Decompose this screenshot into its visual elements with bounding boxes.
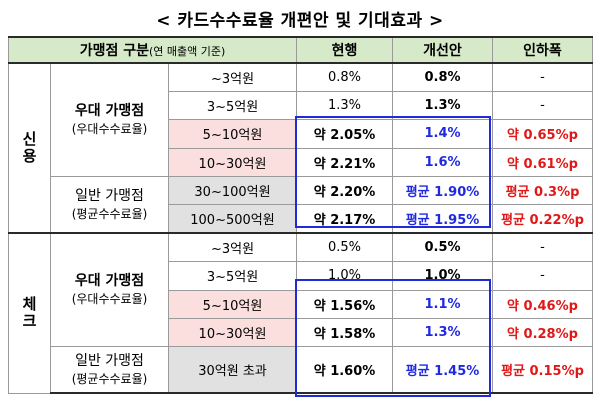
range-cell: 30억원 초과 [168, 346, 297, 395]
proposed-cell: 0.8% [392, 62, 493, 92]
reduction-cell: 약 0.28%p [492, 317, 593, 348]
header-proposed: 개선안 [392, 36, 493, 64]
header-group-note: (연 매출액 기준) [148, 45, 226, 58]
proposed-cell: 평균 1.95% [392, 204, 493, 234]
table-row: 신용 우대 가맹점 (우대수수료율) ~3억원 0.8% 0.8% - [8, 62, 593, 234]
range-cell: 30~100억원 [168, 175, 297, 206]
table-row: 10~30억원 약 1.58% 1.3% 약 0.28%p [9, 317, 593, 348]
table-row: 체크 우대 가맹점 (우대수수료율) ~3억원 0.5% 0.5% - [8, 232, 593, 394]
proposed-cell: 평균 1.45% [392, 346, 493, 395]
group-check-preferred: 우대 가맹점 (우대수수료율) [50, 232, 169, 348]
proposed-cell: 1.0% [392, 261, 493, 291]
group-credit-preferred: 우대 가맹점 (우대수수료율) [50, 62, 169, 177]
current-cell: 0.5% [296, 232, 393, 263]
reduction-cell: - [492, 232, 593, 263]
reduction-cell: 약 0.61%p [492, 147, 593, 178]
group-sub: (평균수수료율) [71, 206, 148, 221]
table-row: 일반 가맹점 (평균수수료율) 30억원 초과 약 1.60% 평균 1.45%… [9, 346, 593, 395]
current-cell: 1.0% [296, 261, 393, 291]
group-label: 일반 가맹점 [75, 352, 144, 369]
reduction-cell: - [492, 261, 593, 291]
table-row: 5~10억원 약 2.05% 1.4% 약 0.65%p [9, 119, 593, 149]
category-credit: 신용 [8, 62, 51, 234]
table-row: 3~5억원 1.0% 1.0% - [9, 261, 593, 291]
current-cell: 1.3% [296, 90, 393, 121]
range-cell: 10~30억원 [168, 147, 297, 178]
current-cell: 약 1.58% [296, 317, 393, 348]
current-cell: 약 1.60% [296, 346, 393, 395]
group-label: 우대 가맹점 [74, 273, 145, 290]
proposed-cell: 1.3% [392, 317, 493, 348]
range-cell: 5~10억원 [168, 289, 297, 319]
table-row: 100~500억원 약 2.17% 평균 1.95% 평균 0.22%p [9, 204, 593, 234]
current-cell: 약 2.20% [296, 175, 393, 206]
header-reduction: 인하폭 [492, 36, 593, 64]
group-label: 일반 가맹점 [75, 187, 144, 204]
proposed-cell: 1.3% [392, 90, 493, 121]
table-row: 일반 가맹점 (평균수수료율) 30~100억원 약 2.20% 평균 1.90… [9, 175, 593, 234]
group-check-general: 일반 가맹점 (평균수수료율) [50, 346, 169, 395]
group-sub: (우대수수료율) [71, 292, 148, 307]
range-cell: 5~10억원 [168, 119, 297, 149]
group-credit-general: 일반 가맹점 (평균수수료율) [50, 176, 169, 234]
reduction-cell: 평균 0.15%p [492, 346, 593, 395]
category-credit-label: 신용 [22, 130, 37, 166]
group-label: 우대 가맹점 [74, 103, 145, 119]
table-row: 3~5억원 1.3% 1.3% - [9, 90, 593, 121]
range-cell: 3~5억원 [168, 90, 297, 121]
group-sub: (우대수수료율) [71, 122, 148, 136]
page-title: < 카드수수료율 개편안 및 기대효과 > [156, 11, 444, 31]
reduction-cell: - [492, 62, 593, 92]
proposed-cell: 1.6% [392, 147, 493, 178]
current-cell: 약 2.21% [296, 147, 393, 178]
header-group-label: 가맹점 구분 [79, 43, 149, 59]
reduction-cell: 약 0.65%p [492, 119, 593, 149]
current-cell: 약 2.05% [296, 119, 393, 149]
current-cell: 0.8% [296, 62, 393, 92]
range-cell: ~3억원 [168, 232, 297, 263]
proposed-cell: 평균 1.90% [392, 175, 493, 206]
range-cell: 3~5억원 [168, 261, 297, 291]
current-cell: 약 2.17% [296, 204, 393, 234]
fee-table: 가맹점 구분(연 매출액 기준) 현행 개선안 인하폭 신용 우대 가맹점 (우… [8, 36, 593, 395]
group-sub: (평균수수료율) [71, 371, 148, 386]
proposed-cell: 1.4% [392, 119, 493, 149]
range-cell: 100~500억원 [168, 204, 297, 234]
current-cell: 약 1.56% [296, 289, 393, 319]
proposed-cell: 0.5% [392, 232, 493, 263]
category-check: 체크 [8, 232, 51, 394]
reduction-cell: 평균 0.3%p [492, 175, 593, 206]
reduction-cell: - [492, 90, 593, 121]
table-row: 10~30억원 약 2.21% 1.6% 약 0.61%p [9, 147, 593, 178]
reduction-cell: 평균 0.22%p [492, 204, 593, 234]
reduction-cell: 약 0.46%p [492, 289, 593, 319]
header-current: 현행 [296, 36, 393, 64]
category-check-label: 체크 [22, 295, 37, 331]
range-cell: ~3억원 [168, 62, 297, 92]
table-header-row: 가맹점 구분(연 매출액 기준) 현행 개선안 인하폭 [8, 36, 593, 64]
range-cell: 10~30억원 [168, 317, 297, 348]
proposed-cell: 1.1% [392, 289, 493, 319]
header-group: 가맹점 구분(연 매출액 기준) [8, 36, 297, 64]
